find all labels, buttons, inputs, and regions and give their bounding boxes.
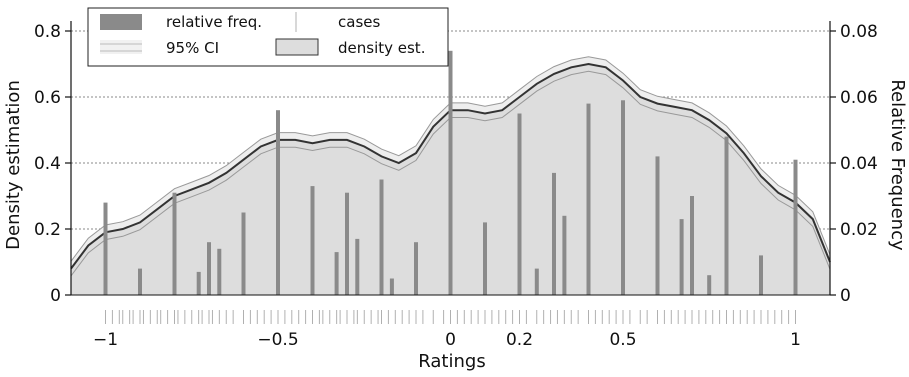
bar [138, 268, 142, 295]
bar-series [103, 50, 798, 295]
y-tick-label-left: 0.8 [34, 22, 61, 42]
x-tick-label: 1 [790, 330, 801, 350]
bar [172, 192, 177, 295]
bar [276, 110, 280, 295]
x-tick-label: −1 [93, 330, 118, 350]
bar [217, 248, 222, 295]
legend-label-relative-freq: relative freq. [166, 13, 262, 31]
bar [355, 238, 360, 295]
bar [345, 192, 349, 295]
x-axis-title: Ratings [418, 351, 485, 372]
x-tick-label: −0.5 [257, 330, 298, 350]
y-axis-title-left: Density estimation [3, 80, 24, 250]
bar [103, 202, 108, 295]
bar [379, 179, 384, 295]
bar [334, 252, 339, 295]
x-tick-label: 0 [445, 330, 456, 350]
bar [586, 103, 591, 295]
tick-labels: 0 0.2 0.4 0.6 0.8 0 0.02 0.04 0.06 0.08 −1 −0.5 0 0.2… [34, 22, 878, 350]
legend: relative freq. 95% CI cases density est. [87, 7, 449, 67]
cases-rug [105, 310, 796, 324]
bar [196, 271, 201, 295]
legend-swatch-ci [100, 40, 142, 54]
y-tick-label-right: 0.06 [840, 88, 878, 108]
bar [679, 219, 684, 295]
y-tick-label-right: 0.08 [840, 22, 878, 42]
y-tick-label-left: 0.6 [34, 88, 61, 108]
x-tick-label: 0.5 [609, 330, 636, 350]
legend-swatch-relative-freq [100, 14, 142, 30]
bar [690, 196, 694, 295]
y-tick-label-right: 0.02 [840, 220, 878, 240]
y-tick-label-left: 0.2 [34, 220, 61, 240]
bar [655, 156, 660, 295]
bar [793, 159, 798, 295]
bar [310, 186, 315, 295]
bar [724, 136, 729, 295]
y-tick-label-right: 0.04 [840, 154, 878, 174]
x-tick-label: 0.2 [506, 330, 533, 350]
bar [414, 242, 418, 295]
axes [65, 21, 836, 296]
y-tick-label-right: 0 [840, 286, 851, 306]
bar [562, 215, 567, 295]
y-tick-label-left: 0.4 [34, 154, 61, 174]
bar [552, 172, 556, 295]
y-tick-label-left: 0 [50, 286, 61, 306]
bar [241, 212, 246, 295]
y-axis-title-right: Relative Frequency [887, 79, 908, 251]
bar [448, 50, 453, 295]
bar [517, 113, 522, 295]
legend-label-density: density est. [338, 39, 425, 57]
bar [621, 100, 625, 295]
bar [707, 275, 712, 295]
bar [483, 222, 487, 295]
bar [207, 242, 211, 295]
bar [534, 268, 539, 295]
legend-swatch-density [275, 38, 319, 56]
legend-label-cases: cases [338, 13, 380, 31]
bar [389, 278, 394, 295]
bar [759, 255, 763, 295]
legend-box [87, 7, 449, 67]
legend-label-ci: 95% CI [166, 39, 219, 57]
